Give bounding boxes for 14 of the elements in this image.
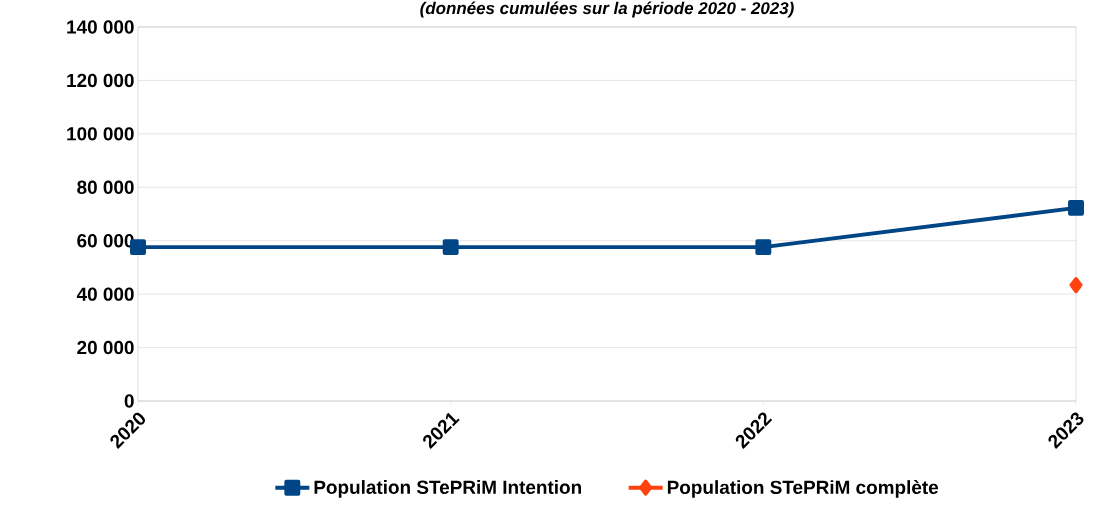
y-tick-label: 40 000 xyxy=(76,287,134,301)
point xyxy=(755,239,772,256)
point xyxy=(1069,277,1083,294)
y-tick-label: 80 000 xyxy=(77,180,134,194)
legend-label: Population STePRiM complète xyxy=(667,479,939,498)
point xyxy=(1068,199,1084,216)
y-tick-label: 20 000 xyxy=(77,340,134,355)
y-tick-label: 0 xyxy=(124,394,134,408)
chart-title: (données cumulées sur la période 2020 - 2023) xyxy=(420,1,794,18)
y-tick-label: 140 000 xyxy=(67,20,134,34)
legend-label: Population STePRiM Intention xyxy=(314,480,581,498)
y-tick-label: 120 000 xyxy=(67,73,134,88)
y-tick-label: 100 000 xyxy=(67,127,134,141)
point xyxy=(442,239,459,256)
